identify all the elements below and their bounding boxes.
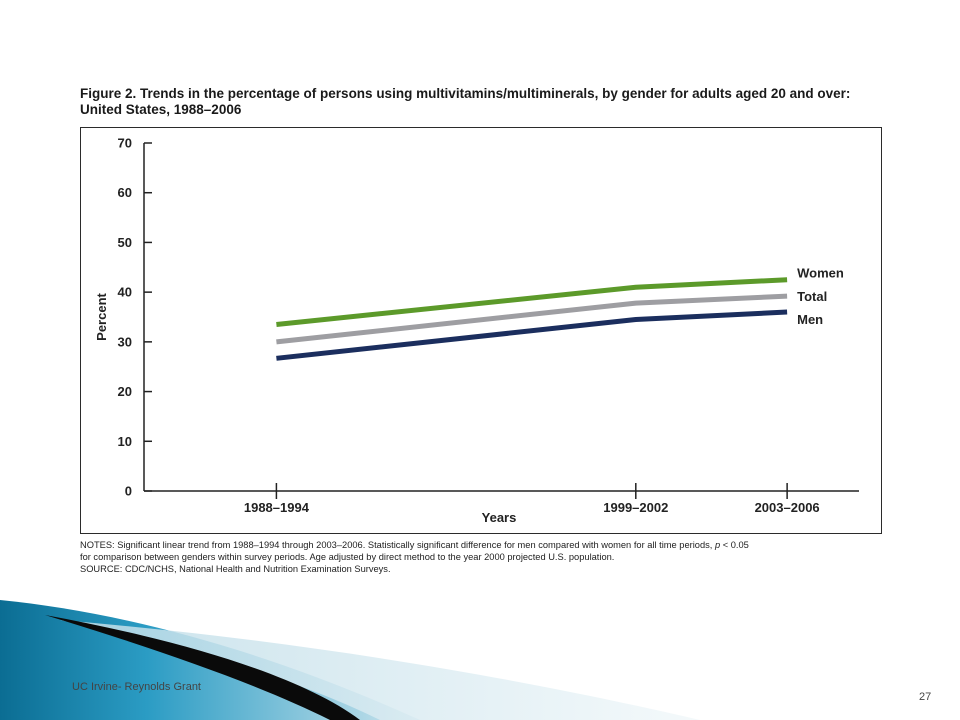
figure-title-line-1: Figure 2. Trends in the percentage of pe… bbox=[80, 86, 851, 101]
series-line-women bbox=[276, 277, 788, 327]
x-axis-label: Years bbox=[482, 510, 517, 525]
black-swoosh bbox=[45, 615, 360, 720]
x-axis-ticks: 1988–1994 1999–2002 2003–2006 bbox=[244, 483, 820, 515]
x-tick-label: 1988–1994 bbox=[244, 500, 310, 515]
y-tick-label: 30 bbox=[118, 334, 132, 349]
light-swoosh bbox=[60, 620, 700, 720]
figure-title: Figure 2. Trends in the percentage of pe… bbox=[80, 86, 880, 118]
chart-frame bbox=[80, 127, 882, 534]
y-tick-label: 40 bbox=[118, 285, 132, 300]
y-axis-ticks: 0 10 20 30 40 50 60 70 bbox=[118, 136, 152, 499]
slide-decoration bbox=[0, 600, 700, 720]
notes-line-3: SOURCE: CDC/NCHS, National Health and Nu… bbox=[80, 564, 391, 575]
chart-series bbox=[276, 277, 788, 361]
series-label-women: Women bbox=[797, 266, 844, 281]
line-chart: 0 10 20 30 40 50 60 70 1988–1994 1999–2002 2003–2… bbox=[94, 136, 859, 525]
series-label-men: Men bbox=[797, 312, 823, 327]
figure-title-line-2: United States, 1988–2006 bbox=[80, 102, 242, 117]
series-labels: Women Total Men bbox=[797, 266, 844, 327]
notes-line-1: NOTES: Significant linear trend from 198… bbox=[80, 540, 749, 550]
series-line-men bbox=[276, 309, 788, 361]
x-tick-label: 2003–2006 bbox=[755, 500, 820, 515]
series-label-total: Total bbox=[797, 289, 827, 304]
y-tick-label: 20 bbox=[118, 384, 132, 399]
chart-axes bbox=[143, 143, 859, 492]
y-axis-label: Percent bbox=[94, 292, 109, 340]
y-tick-label: 0 bbox=[125, 484, 132, 499]
y-tick-label: 10 bbox=[118, 434, 132, 449]
figure-notes: NOTES: Significant linear trend from 198… bbox=[80, 539, 900, 576]
series-line-total bbox=[276, 293, 788, 345]
y-tick-label: 50 bbox=[118, 235, 132, 250]
x-tick-label: 1999–2002 bbox=[603, 500, 668, 515]
y-tick-label: 60 bbox=[118, 185, 132, 200]
page-number: 27 bbox=[919, 691, 932, 703]
notes-line-2: for comparison between genders within su… bbox=[80, 552, 615, 563]
y-tick-label: 70 bbox=[118, 136, 132, 151]
footer-label: UC Irvine- Reynolds Grant bbox=[72, 681, 201, 693]
